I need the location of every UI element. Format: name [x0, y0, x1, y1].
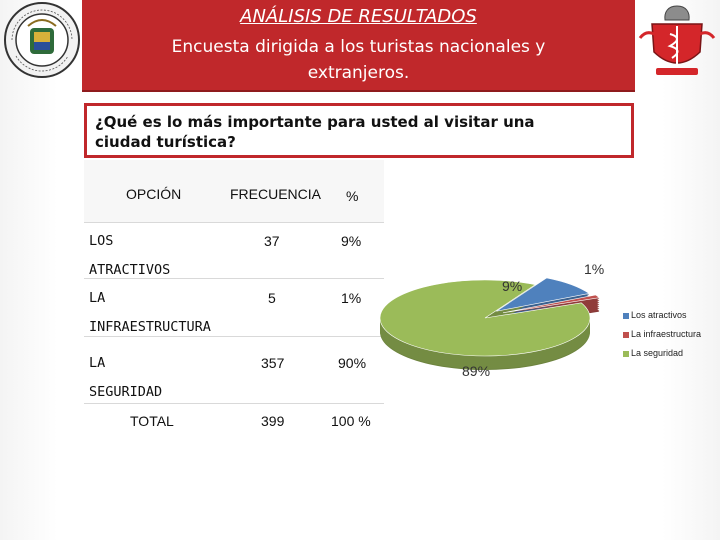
- pie-slice-atractivos: [496, 277, 590, 312]
- legend-swatch-seguridad: [623, 350, 629, 357]
- pie-slice-seguridad: [379, 279, 591, 357]
- total-frequency: 399: [261, 413, 285, 429]
- subtitle-line-1: Encuesta dirigida a los turistas naciona…: [171, 37, 546, 57]
- table-divider: [84, 278, 384, 279]
- page-subtitle: Encuesta dirigida a los turistas naciona…: [82, 34, 635, 86]
- data-label-infraestructura: 1%: [584, 261, 604, 277]
- row-1-percent: 9%: [341, 233, 362, 249]
- legend-item-atractivos: Los atractivos: [623, 310, 687, 320]
- data-label-seguridad: 89%: [462, 363, 490, 379]
- question-line-2: ciudad turística?: [95, 133, 236, 151]
- row-3-option-line-1: LA: [89, 355, 106, 371]
- column-header-option: OPCIÓN: [126, 186, 182, 202]
- pie-slice-infraestructura: [502, 294, 601, 314]
- results-table: OPCIÓN FRECUENCIA % LOS ATRACTIVOS 37 9%…: [84, 160, 384, 440]
- row-3-option-line-2: SEGURIDAD: [89, 384, 163, 400]
- legend-item-seguridad: La seguridad: [623, 348, 683, 358]
- total-percent: 100 %: [331, 413, 371, 429]
- row-2-percent: 1%: [341, 290, 362, 306]
- table-divider: [84, 336, 384, 337]
- data-label-atractivos: 9%: [502, 278, 522, 294]
- pie-chart-svg: 9% 1% 89%: [379, 261, 604, 379]
- table-divider: [84, 403, 384, 404]
- row-3-percent: 90%: [338, 355, 367, 371]
- table-divider: [84, 222, 384, 223]
- page-title: ANÁLISIS DE RESULTADOS: [240, 6, 477, 27]
- question-line-1: ¿Qué es lo más importante para usted al …: [95, 113, 535, 131]
- university-seal-logo: [0, 0, 84, 80]
- legend-label-infraestructura: La infraestructura: [631, 329, 702, 339]
- results-pie-chart: 9% 1% 89%: [370, 250, 720, 400]
- table-header-band: [84, 160, 384, 222]
- legend-swatch-atractivos: [623, 312, 629, 319]
- row-1-frequency: 37: [264, 233, 280, 249]
- row-1-option-line-2: ATRACTIVOS: [89, 262, 171, 278]
- legend-swatch-infraestructura: [623, 331, 629, 338]
- title-banner: ANÁLISIS DE RESULTADOS Encuesta dirigida…: [82, 0, 635, 92]
- subtitle-line-2: extranjeros.: [307, 63, 410, 83]
- legend-item-infraestructura: La infraestructura: [623, 329, 701, 339]
- total-label: TOTAL: [130, 413, 174, 429]
- row-2-option-line-1: LA: [89, 290, 106, 306]
- row-3-frequency: 357: [261, 355, 285, 371]
- column-header-frequency: FRECUENCIA: [230, 186, 322, 202]
- institution-crest-logo: [634, 0, 720, 80]
- row-2-option-line-2: INFRAESTRUCTURA: [89, 319, 211, 335]
- legend-label-atractivos: Los atractivos: [631, 310, 687, 320]
- legend-label-seguridad: La seguridad: [631, 348, 684, 358]
- row-2-frequency: 5: [268, 290, 276, 306]
- row-1-option-line-1: LOS: [89, 233, 114, 249]
- survey-question: ¿Qué es lo más importante para usted al …: [84, 103, 634, 158]
- column-header-percent: %: [346, 188, 359, 204]
